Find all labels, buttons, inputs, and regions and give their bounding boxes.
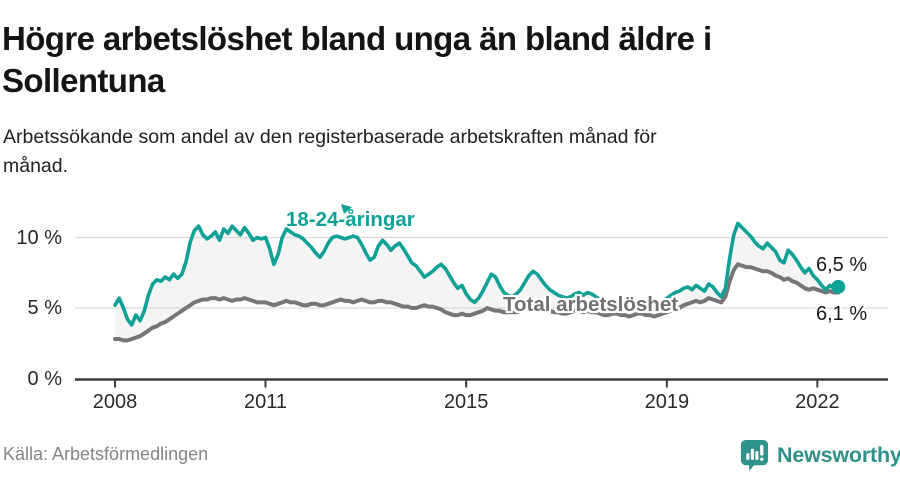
newsworthy-logo-icon	[739, 439, 770, 472]
series-label-youth: 18-24-åringar	[286, 208, 415, 231]
y-axis-label-5: 5 %	[27, 297, 62, 319]
x-axis-label-2011: 2011	[243, 391, 287, 413]
x-axis-label-2022: 2022	[795, 391, 840, 413]
page-title: Högre arbetslöshet bland unga än bland ä…	[2, 20, 712, 100]
y-axis-label-10: 10 %	[16, 226, 62, 249]
end-value-youth: 6,5 %	[816, 254, 868, 276]
page-subtitle: Arbetssökande som andel av den registerb…	[3, 125, 657, 177]
newsworthy-logo[interactable]: Newsworthy	[739, 439, 900, 472]
x-axis-label-2008: 2008	[92, 391, 138, 413]
x-axis-label-2015: 2015	[443, 391, 489, 413]
end-value-total: 6,1 %	[816, 303, 868, 325]
source-note: Källa: Arbetsförmedlingen	[3, 444, 209, 464]
y-axis-label-0: 0 %	[27, 367, 62, 390]
series-label-total: Total arbetslöshet	[503, 293, 679, 316]
newsworthy-wordmark: Newsworthy	[777, 443, 900, 467]
x-axis-label-2019: 2019	[644, 391, 690, 413]
